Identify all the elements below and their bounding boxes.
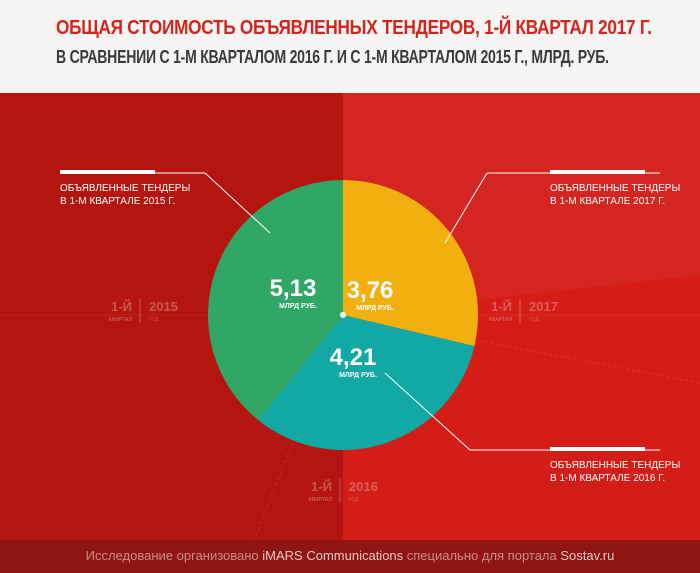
- slice-value-label: 3,76: [347, 277, 394, 304]
- period-year-caption: ГОД: [349, 497, 359, 503]
- period-marker: 1-Й КВАРТАЛ 2017 ГОД: [489, 299, 558, 323]
- callout-bar: [60, 170, 155, 174]
- period-quarter-caption: КВАРТАЛ: [309, 497, 333, 503]
- period-quarter-caption: КВАРТАЛ: [489, 317, 513, 323]
- callout-bar: [550, 447, 645, 451]
- page-subtitle: В СРАВНЕНИИ С 1-М КВАРТАЛОМ 2016 Г. И С …: [56, 47, 609, 67]
- slice-value-label: 5,13: [270, 275, 317, 302]
- period-year-caption: ГОД: [529, 317, 539, 323]
- period-quarter-caption: КВАРТАЛ: [109, 317, 133, 323]
- callout-text: ОБЪЯВЛЕННЫЕ ТЕНДЕРЫ: [550, 183, 680, 194]
- footer-org: iMARS Communications: [262, 548, 404, 563]
- callout-leader-line: [384, 372, 471, 451]
- callout-leader-line: [444, 172, 488, 244]
- footer-middle: специально для портала: [403, 548, 561, 563]
- period-year-caption: ГОД: [149, 317, 159, 323]
- page-title: ОБЩАЯ СТОИМОСТЬ ОБЪЯВЛЕННЫХ ТЕНДЕРОВ, 1-…: [56, 17, 652, 39]
- pie-slice: [257, 315, 475, 450]
- slice-unit-label: МЛРД РУБ.: [356, 305, 394, 312]
- pie-center-dot: [340, 312, 346, 318]
- period-year: 2016: [349, 479, 378, 494]
- header: ОБЩАЯ СТОИМОСТЬ ОБЪЯВЛЕННЫХ ТЕНДЕРОВ, 1-…: [0, 0, 700, 85]
- footer-credit: Исследование организовано iMARS Communic…: [0, 548, 700, 563]
- period-quarter: 1-Й: [311, 479, 332, 494]
- footer-bar: [0, 540, 700, 573]
- footer-prefix: Исследование организовано: [85, 548, 263, 563]
- slice-value-label: 4,21: [330, 344, 377, 371]
- callout-text: В 1-М КВАРТАЛЕ 2015 Г.: [60, 196, 175, 207]
- header-divider: [0, 85, 700, 93]
- pie-slice: [343, 180, 478, 347]
- callout-bar: [550, 170, 645, 174]
- callout-text: В 1-М КВАРТАЛЕ 2017 Г.: [550, 196, 665, 207]
- period-quarter: 1-Й: [111, 299, 132, 314]
- callout-text: ОБЪЯВЛЕННЫЕ ТЕНДЕРЫ: [550, 460, 680, 471]
- period-marker: 1-Й КВАРТАЛ 2016 ГОД: [309, 479, 378, 503]
- slice-unit-label: МЛРД РУБ.: [279, 303, 317, 310]
- period-quarter: 1-Й: [491, 299, 512, 314]
- callout-leader-line: [204, 172, 271, 234]
- callout-text: ОБЪЯВЛЕННЫЕ ТЕНДЕРЫ: [60, 183, 190, 194]
- period-year: 2015: [149, 299, 178, 314]
- period-marker: 1-Й КВАРТАЛ 2015 ГОД: [109, 299, 178, 323]
- footer-site: Sostav.ru: [560, 548, 615, 563]
- pie-slice: [208, 180, 343, 420]
- callout-text: В 1-М КВАРТАЛЕ 2016 Г.: [550, 473, 665, 484]
- period-year: 2017: [529, 299, 558, 314]
- slice-unit-label: МЛРД РУБ.: [339, 372, 377, 379]
